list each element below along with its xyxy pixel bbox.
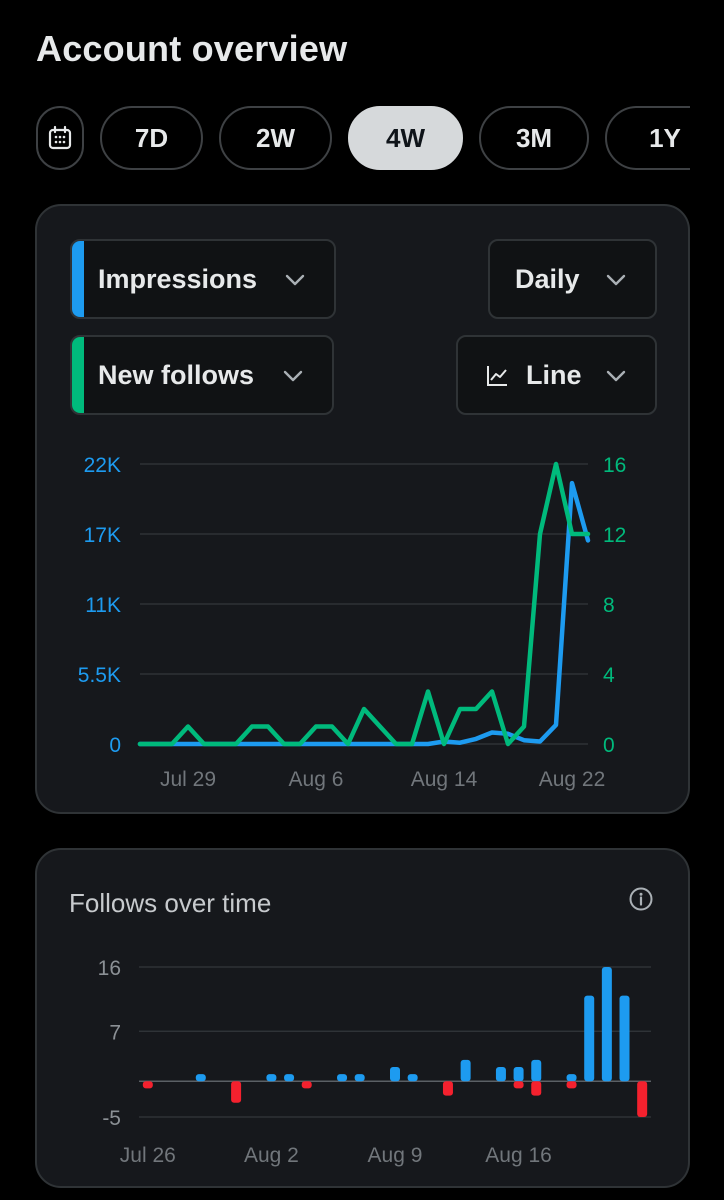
time-range-selector: 7D 2W 4W 3M 1Y <box>36 106 690 170</box>
chevron-down-icon <box>606 274 626 286</box>
follow-bar <box>531 1059 542 1082</box>
info-icon[interactable] <box>628 886 654 912</box>
follow-bar <box>566 1074 577 1082</box>
follow-bar <box>195 1074 206 1082</box>
unfollow-bar <box>142 1081 153 1089</box>
range-1y-button[interactable]: 1Y <box>605 106 690 170</box>
calendar-icon <box>48 125 72 150</box>
chart-type-dropdown[interactable]: Line <box>456 335 657 415</box>
interval-label: Daily <box>515 263 580 294</box>
line-chart-icon <box>487 366 507 386</box>
y-right-tick-label: 16 <box>603 454 626 477</box>
metric1-dropdown[interactable]: Impressions <box>70 239 336 319</box>
range-3m-button[interactable]: 3M <box>479 106 589 170</box>
interval-dropdown[interactable]: Daily <box>488 239 657 319</box>
follow-bar <box>460 1059 471 1082</box>
unfollow-bar <box>513 1081 524 1089</box>
metric2-dropdown[interactable]: New follows <box>70 335 334 415</box>
x-tick-label: Jul 29 <box>160 768 216 791</box>
y-left-tick-label: 11K <box>85 594 121 617</box>
y-tick-label: -5 <box>102 1107 121 1130</box>
chevron-down-icon <box>285 274 305 286</box>
y-tick-label: 16 <box>98 957 121 980</box>
x-tick-label: Aug 6 <box>289 768 344 791</box>
x-tick-label: Aug 2 <box>244 1144 299 1167</box>
range-2w-button[interactable]: 2W <box>219 106 332 170</box>
follow-bar <box>266 1074 277 1082</box>
follows-bar-chart: -5 7 16 Jul 26 Aug 2 Aug 9 Aug 16 <box>98 957 651 1167</box>
chevron-down-icon <box>283 370 303 382</box>
follow-bar <box>495 1067 506 1082</box>
follow-bar <box>619 995 630 1082</box>
custom-date-button[interactable] <box>36 106 84 170</box>
y-left-tick-label: 5.5K <box>78 664 121 687</box>
follows-over-time-card: Follows over time -5 7 16 Jul 26 Aug 2 Aug 9 A… <box>35 848 690 1188</box>
x-tick-label: Aug 22 <box>539 768 606 791</box>
unfollow-bar <box>566 1081 577 1089</box>
metric2-color-bar <box>72 337 84 413</box>
chart-type-label: Line <box>526 359 582 390</box>
card-title: Follows over time <box>69 888 272 918</box>
y-right-tick-label: 4 <box>603 664 615 687</box>
y-left-tick-label: 22K <box>84 454 121 477</box>
x-tick-label: Jul 26 <box>120 1144 176 1167</box>
overview-chart-card: Impressions Daily New follows Line 0 0 5.5… <box>35 204 690 814</box>
follow-bar <box>337 1074 348 1082</box>
page-title: Account overview <box>36 28 348 69</box>
chevron-down-icon <box>606 370 626 382</box>
unfollow-bar <box>637 1081 648 1117</box>
unfollow-bar <box>231 1081 242 1103</box>
range-4w-button[interactable]: 4W <box>348 106 463 170</box>
follow-bar <box>354 1074 365 1082</box>
impressions-series-line <box>137 480 591 747</box>
y-tick-label: 7 <box>109 1021 121 1044</box>
metric1-color-bar <box>72 241 84 317</box>
follow-bar <box>390 1067 400 1082</box>
unfollow-bar <box>531 1081 542 1096</box>
unfollow-bar <box>301 1081 312 1089</box>
y-right-tick-label: 12 <box>603 524 626 547</box>
follow-bar <box>284 1074 295 1082</box>
range-7d-button[interactable]: 7D <box>100 106 203 170</box>
follow-bar <box>407 1074 418 1082</box>
y-left-tick-label: 0 <box>109 734 121 757</box>
new-follows-series-line <box>137 461 591 747</box>
y-right-tick-label: 8 <box>603 594 615 617</box>
x-tick-label: Aug 14 <box>411 768 478 791</box>
follow-bar <box>584 995 595 1082</box>
follow-bar <box>513 1067 524 1082</box>
unfollow-bar <box>442 1081 453 1096</box>
y-right-tick-label: 0 <box>603 734 615 757</box>
x-tick-label: Aug 16 <box>485 1144 552 1167</box>
y-left-tick-label: 17K <box>84 524 121 547</box>
metric1-label: Impressions <box>98 263 258 294</box>
x-tick-label: Aug 9 <box>368 1144 423 1167</box>
metric2-label: New follows <box>98 359 255 390</box>
impressions-follows-line-chart: 0 0 5.5K 4 11K 8 17K 12 22K 16 Jul 29 Aug 6 Aug 14 Au… <box>78 454 627 791</box>
follow-bar <box>601 967 612 1082</box>
